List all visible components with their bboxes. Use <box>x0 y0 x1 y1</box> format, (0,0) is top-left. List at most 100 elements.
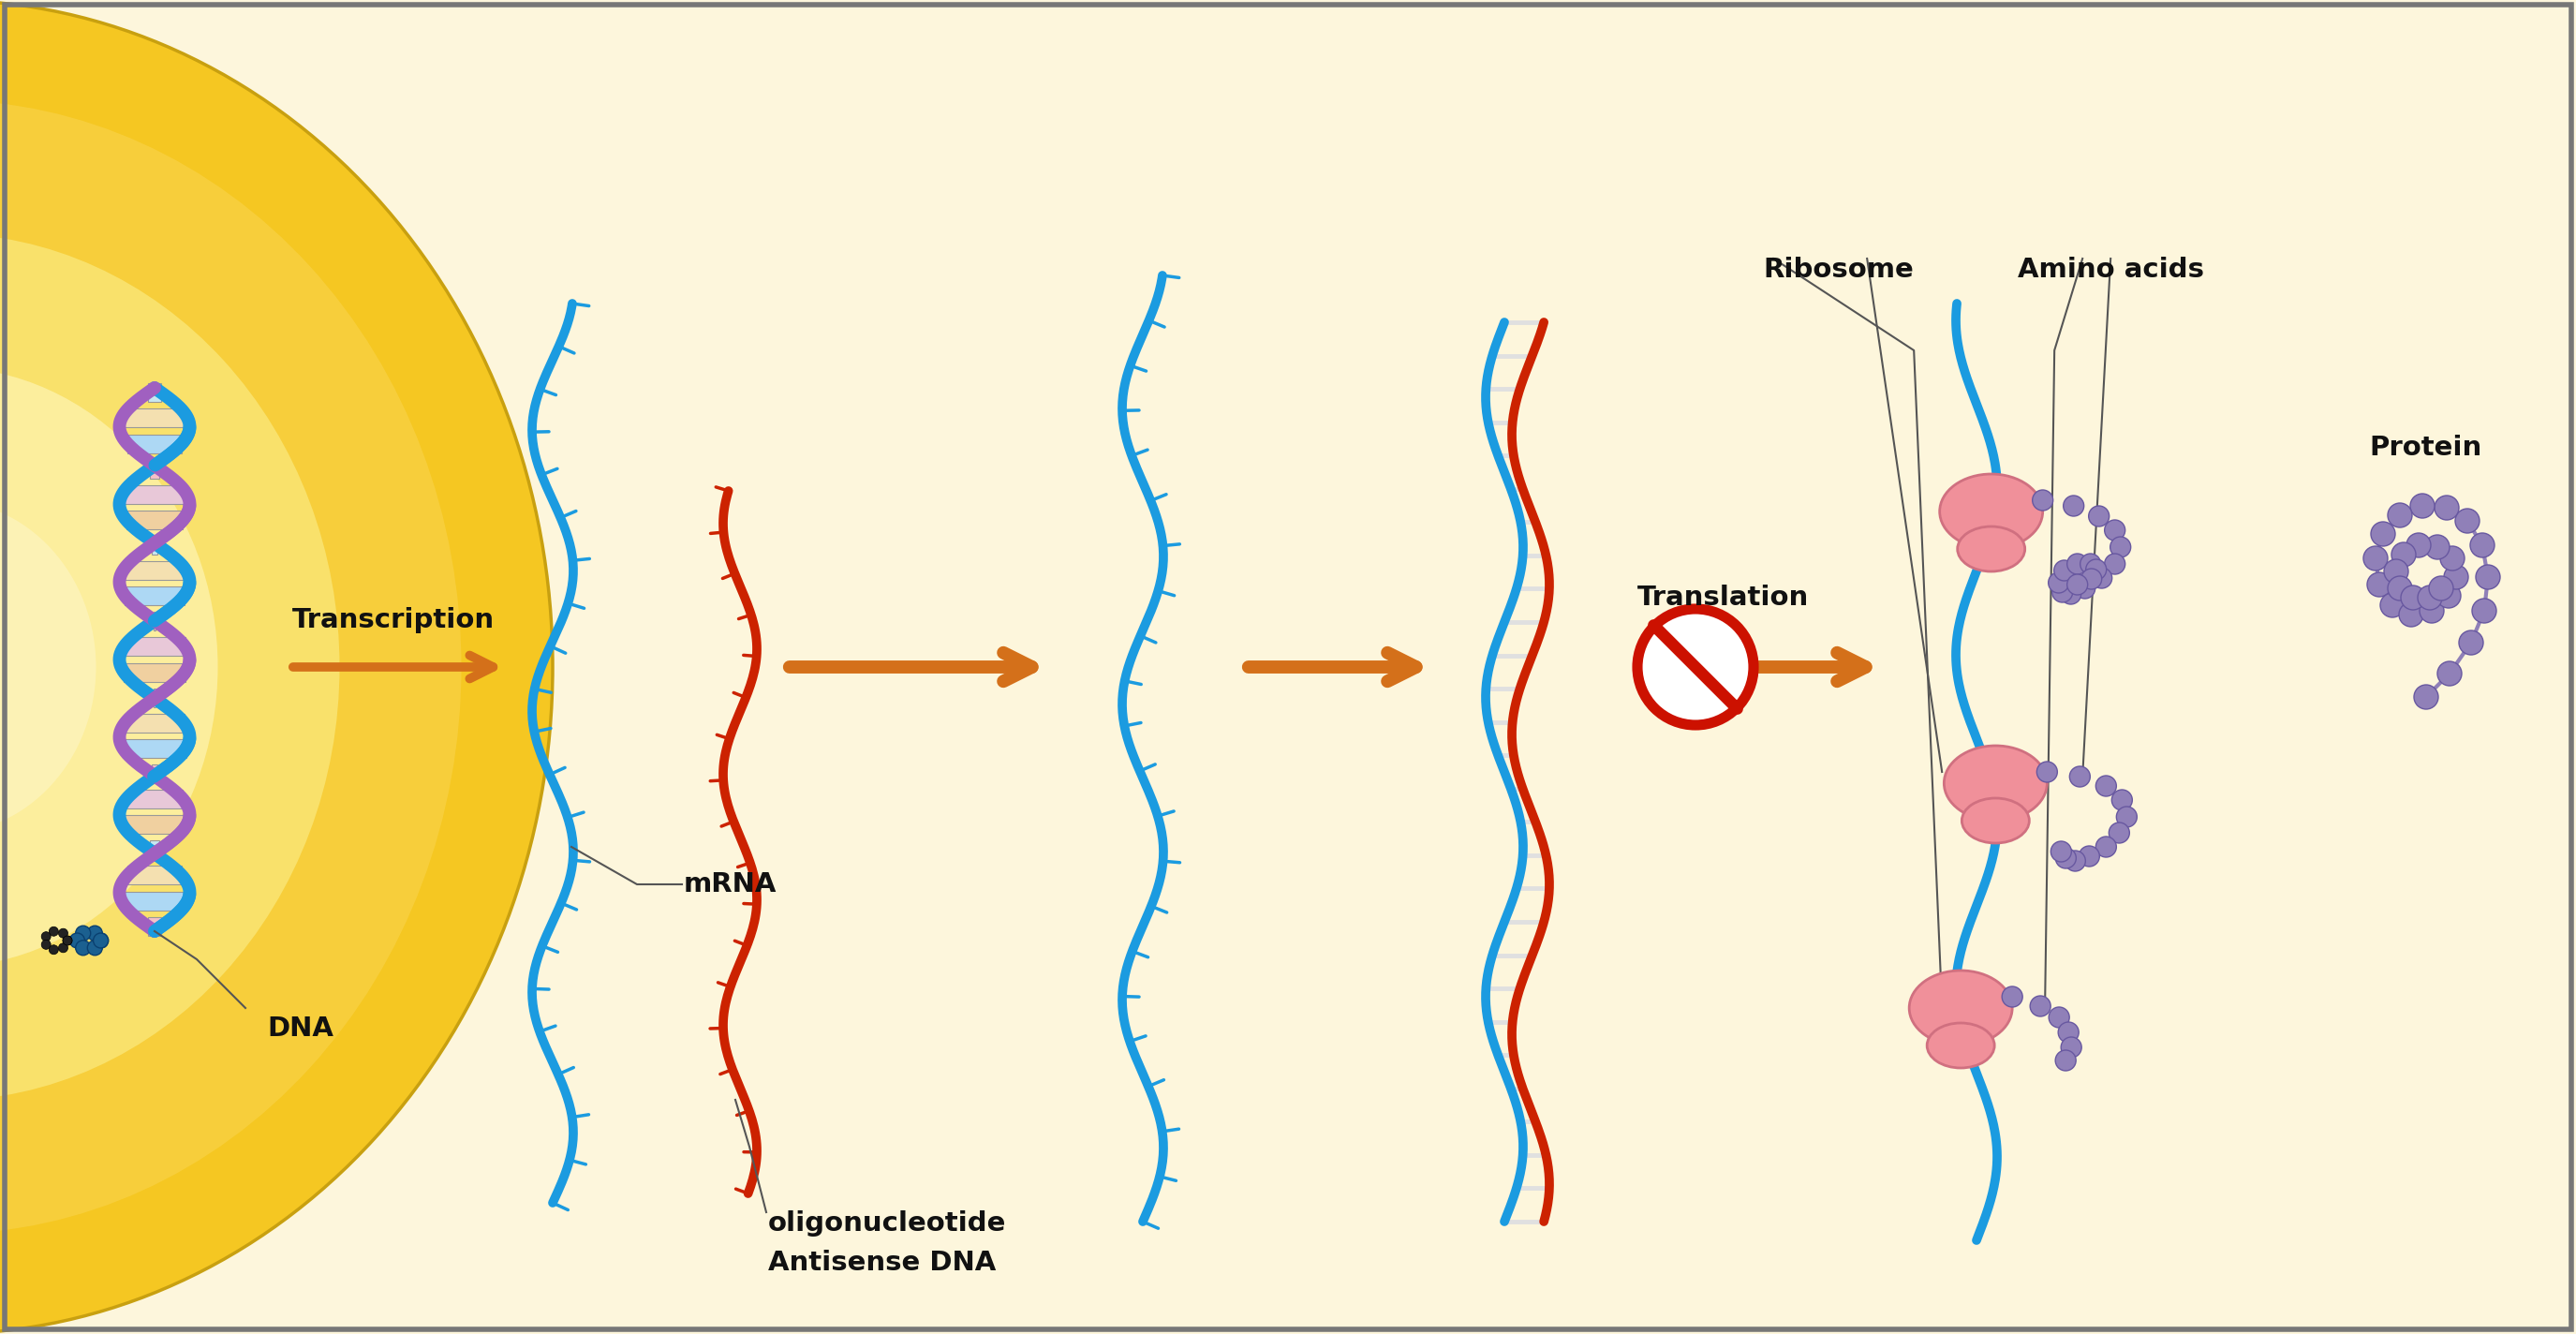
Circle shape <box>2038 762 2058 782</box>
Bar <box>124 638 185 656</box>
Bar <box>147 916 162 935</box>
Circle shape <box>2066 851 2087 871</box>
Circle shape <box>41 931 52 942</box>
Text: Ribosome: Ribosome <box>1765 256 1914 283</box>
Circle shape <box>2069 766 2089 787</box>
Bar <box>126 434 183 454</box>
Ellipse shape <box>1958 527 2025 571</box>
Circle shape <box>41 940 52 950</box>
Circle shape <box>2411 494 2434 518</box>
Ellipse shape <box>0 367 219 967</box>
Circle shape <box>2370 522 2396 546</box>
Bar <box>121 486 188 504</box>
Bar <box>149 840 160 859</box>
Bar <box>126 511 183 530</box>
Circle shape <box>70 932 85 948</box>
Circle shape <box>2079 846 2099 867</box>
Ellipse shape <box>0 100 461 1234</box>
Circle shape <box>2424 535 2450 559</box>
Bar <box>121 815 188 834</box>
Bar <box>126 866 183 884</box>
Circle shape <box>2429 576 2452 600</box>
Ellipse shape <box>1945 746 2048 820</box>
Circle shape <box>2092 568 2112 588</box>
Circle shape <box>2460 631 2483 655</box>
Bar <box>124 739 185 758</box>
Ellipse shape <box>0 500 95 834</box>
Circle shape <box>2388 576 2411 600</box>
Circle shape <box>2383 559 2409 584</box>
Text: Protein: Protein <box>2370 435 2483 462</box>
Circle shape <box>2437 584 2460 608</box>
Circle shape <box>2388 503 2411 527</box>
Circle shape <box>75 926 90 940</box>
Circle shape <box>2066 574 2087 595</box>
Circle shape <box>2056 848 2076 868</box>
Circle shape <box>2476 564 2501 590</box>
Text: Antisense DNA: Antisense DNA <box>768 1250 997 1275</box>
Circle shape <box>2105 554 2125 574</box>
Circle shape <box>2105 520 2125 540</box>
Bar <box>126 587 183 606</box>
Circle shape <box>2053 560 2074 580</box>
Circle shape <box>2367 572 2391 596</box>
Circle shape <box>2056 1050 2076 1071</box>
Circle shape <box>2110 823 2130 843</box>
Circle shape <box>2380 594 2403 618</box>
Bar <box>124 562 185 580</box>
Circle shape <box>2401 586 2424 610</box>
Bar <box>121 408 188 427</box>
Text: mRNA: mRNA <box>683 871 778 898</box>
Ellipse shape <box>0 233 340 1101</box>
Circle shape <box>49 927 59 936</box>
Circle shape <box>2362 546 2388 571</box>
Circle shape <box>2061 1037 2081 1058</box>
Circle shape <box>2050 842 2071 862</box>
Bar <box>152 764 157 783</box>
Circle shape <box>2110 536 2130 558</box>
Circle shape <box>59 943 67 952</box>
Circle shape <box>1638 608 1754 726</box>
Bar <box>126 790 183 808</box>
Circle shape <box>2058 1022 2079 1043</box>
Bar <box>147 383 162 402</box>
Circle shape <box>88 940 103 955</box>
Circle shape <box>2063 495 2084 516</box>
Circle shape <box>2066 554 2087 574</box>
Circle shape <box>2074 578 2094 599</box>
Circle shape <box>2473 599 2496 623</box>
Circle shape <box>2439 546 2465 571</box>
Circle shape <box>2419 586 2442 610</box>
Circle shape <box>59 928 67 938</box>
Circle shape <box>2391 543 2416 567</box>
Circle shape <box>2097 775 2117 796</box>
Circle shape <box>2048 1007 2069 1027</box>
Circle shape <box>2061 584 2081 604</box>
Circle shape <box>2081 568 2102 590</box>
Circle shape <box>2112 790 2133 810</box>
Bar <box>124 663 185 682</box>
Circle shape <box>2406 534 2432 558</box>
Circle shape <box>88 926 103 940</box>
Circle shape <box>49 944 59 954</box>
Text: Transcription: Transcription <box>291 607 495 634</box>
Circle shape <box>2445 564 2468 590</box>
Bar <box>149 460 160 479</box>
Circle shape <box>2419 599 2445 623</box>
Circle shape <box>2081 554 2102 574</box>
Ellipse shape <box>0 0 554 1334</box>
Text: Translation: Translation <box>1638 584 1808 611</box>
Circle shape <box>2414 684 2439 710</box>
Circle shape <box>62 936 72 946</box>
Bar <box>126 714 183 732</box>
Bar <box>152 536 157 555</box>
Ellipse shape <box>1963 798 2030 843</box>
Circle shape <box>2002 986 2022 1007</box>
Circle shape <box>2030 995 2050 1017</box>
Circle shape <box>93 932 108 948</box>
Circle shape <box>2032 490 2053 511</box>
Text: DNA: DNA <box>268 1015 332 1042</box>
Circle shape <box>2087 559 2107 580</box>
Circle shape <box>2097 836 2117 858</box>
Ellipse shape <box>1909 971 2012 1046</box>
